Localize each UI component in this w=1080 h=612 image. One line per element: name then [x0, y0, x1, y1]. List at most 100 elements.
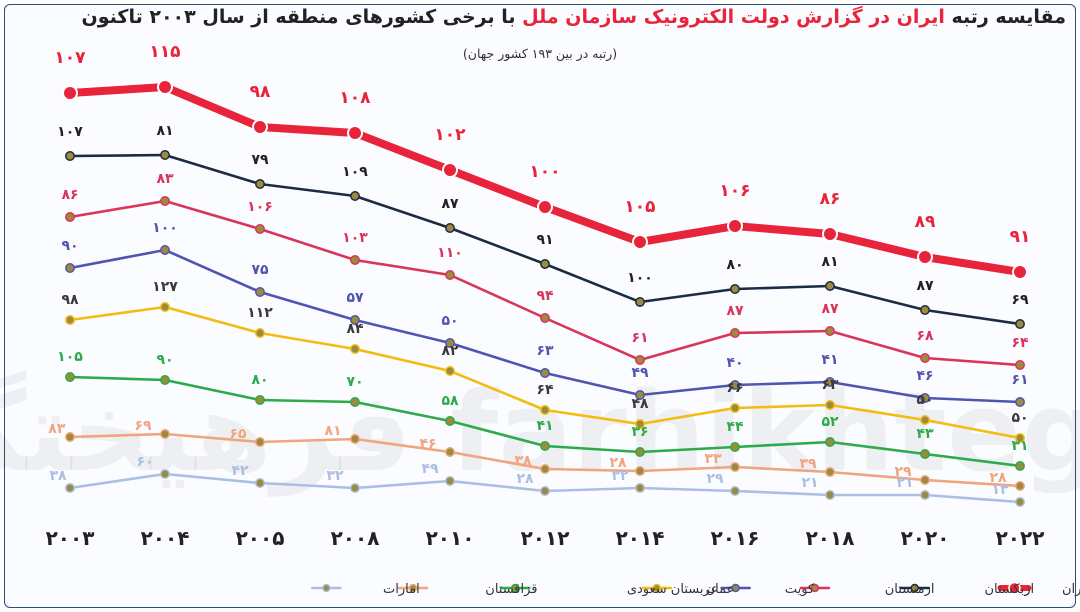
data-labels: ۱۰۷ ۱۱۵ ۹۸ ۱۰۸ ۱۰۲ ۱۰۰ ۱۰۵ ۱۰۶ ۸۶ ۸۹ ۹۱ ۱۰۷ ۸۱ ۷۹ ۱۰۹ ۸… [48, 42, 1030, 498]
data-label: ۲۸ [989, 470, 1007, 486]
data-point [445, 366, 455, 376]
data-point [1015, 481, 1025, 491]
legend-label: عمان [706, 582, 735, 597]
data-point [635, 483, 645, 493]
data-label: ۲۸ [516, 471, 534, 487]
data-label: ۲۹ [706, 471, 724, 487]
data-label: ۹۰ [61, 238, 78, 254]
x-tick-label: ۲۰۱۸ [806, 526, 855, 550]
legend-swatch-dot [910, 583, 919, 593]
data-label: ۶۸ [916, 328, 934, 344]
x-tick-label: ۲۰۰۴ [141, 526, 190, 550]
data-label: ۹۱ [1010, 227, 1031, 247]
data-point [445, 338, 455, 348]
data-point [442, 162, 458, 178]
data-point [540, 441, 550, 451]
data-label: ۱۱۲ [247, 305, 273, 321]
data-label: ۶۱ [631, 330, 648, 346]
legend-label: عربستان سعودی [627, 582, 719, 597]
x-tick-label: ۲۰۱۶ [711, 526, 760, 550]
data-label: ۷۵ [251, 262, 269, 278]
data-point [160, 469, 170, 479]
data-point [65, 315, 75, 325]
data-point [920, 353, 930, 363]
data-label: ۸۰ [726, 257, 743, 273]
data-point [65, 372, 75, 382]
data-label: ۳۸ [49, 468, 67, 484]
chart-frame [4, 4, 1076, 608]
data-label: ۳۹ [799, 456, 817, 472]
data-point [445, 447, 455, 457]
data-label: ۸۷ [821, 301, 839, 317]
data-label: ۸۱ [324, 423, 341, 439]
data-label: ۸۷ [726, 303, 744, 319]
data-label: ۳۲ [611, 468, 629, 484]
data-point [62, 85, 78, 101]
data-point [635, 419, 645, 429]
x-tick-label: ۲۰۲۰ [901, 526, 950, 550]
data-label: ۱۰۳ [342, 230, 368, 246]
data-label: ۱۰۰ [152, 220, 178, 236]
x-tick-label: ۲۰۰۳ [46, 526, 95, 550]
data-point [445, 270, 455, 280]
data-point [350, 344, 360, 354]
data-point [825, 326, 835, 336]
x-tick-labels: ۲۰۰۳ ۲۰۰۴ ۲۰۰۵ ۲۰۰۸ ۲۰۱۰ ۲۰۱۲ ۲۰۱۴ ۲۰۱۶ ۲۰۱۸ ۲۰۲۰… [46, 526, 1045, 550]
data-point [65, 212, 75, 222]
data-label: ۷۰ [346, 374, 363, 390]
data-label: ۱۰۹ [342, 164, 368, 180]
data-point [252, 119, 268, 135]
data-point [1015, 360, 1025, 370]
data-point [537, 199, 553, 215]
data-point [157, 79, 173, 95]
data-point [65, 432, 75, 442]
data-point [920, 305, 930, 315]
data-label: ۴۰ [726, 355, 743, 371]
legend-label: قزاقستان [485, 582, 537, 597]
data-label: ۴۳ [916, 426, 934, 442]
data-label: ۴۸ [631, 396, 649, 412]
legend-swatch-dot [731, 583, 740, 593]
data-point [825, 281, 835, 291]
data-point [540, 368, 550, 378]
legend-label: ایران [1062, 582, 1080, 597]
data-point [255, 224, 265, 234]
data-label: ۴۹ [421, 461, 439, 477]
data-label: ۶۱ [1011, 372, 1028, 388]
data-point [255, 287, 265, 297]
data-point [917, 249, 933, 265]
data-label: ۶۳ [821, 377, 839, 393]
data-point [1015, 397, 1025, 407]
data-label: ۸۳ [48, 421, 66, 437]
data-label: ۴۱ [821, 352, 838, 368]
series-lines [62, 79, 1028, 507]
data-label: ۸۳ [156, 171, 174, 187]
data-label: ۸۴ [346, 321, 364, 337]
data-point [825, 467, 835, 477]
data-point [920, 449, 930, 459]
title-prefix: مقایسه رتبه [944, 6, 1066, 28]
data-point [160, 375, 170, 385]
data-point [445, 416, 455, 426]
data-point [350, 434, 360, 444]
data-label: ۵۰ [916, 392, 933, 408]
legend-label: ارمنستان [885, 582, 935, 597]
data-label: ۷۹ [251, 152, 269, 168]
data-label: ۴۶ [916, 368, 933, 384]
data-label: ۵۰ [441, 313, 458, 329]
data-label: ۴۴ [726, 419, 744, 435]
data-point [825, 490, 835, 500]
data-point [65, 263, 75, 273]
data-point [160, 302, 170, 312]
data-label: ۴۱ [536, 418, 553, 434]
data-label: ۲۹ [894, 464, 912, 480]
x-tick-label: ۲۰۰۸ [331, 526, 380, 550]
data-label: ۵۷ [346, 290, 364, 306]
data-point [1015, 433, 1025, 443]
data-label: ۹۸ [250, 82, 271, 102]
x-tick-label: ۲۰۲۲ [996, 526, 1045, 550]
data-point [1012, 264, 1028, 280]
data-label: ۱۰۵ [624, 197, 655, 217]
data-label: ۶۴ [536, 382, 554, 398]
